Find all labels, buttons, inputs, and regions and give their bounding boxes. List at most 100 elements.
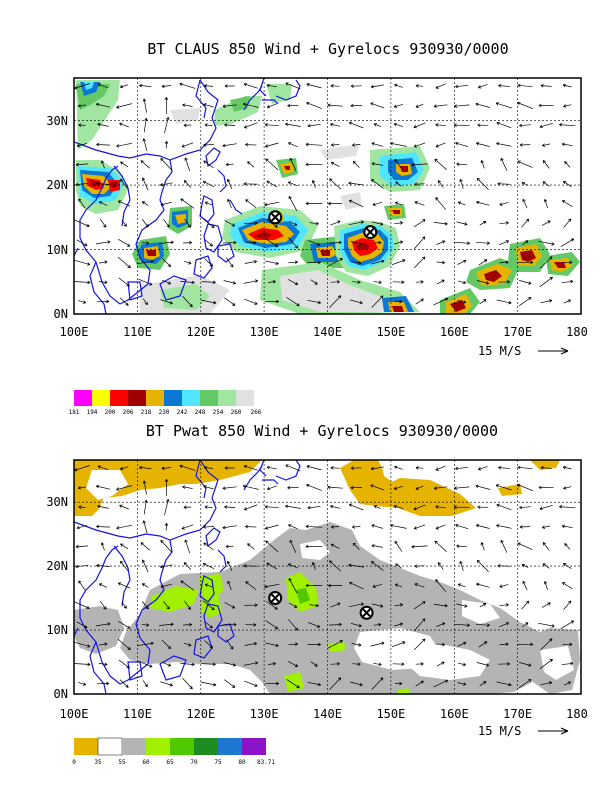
wind-arrow — [142, 138, 148, 152]
coastline — [74, 460, 301, 694]
wind-arrow — [435, 524, 446, 530]
lon-tick-label: 120E — [186, 707, 215, 721]
wind-arrow — [310, 661, 318, 667]
wind-arrow — [350, 84, 362, 88]
map-area — [73, 459, 582, 695]
lon-tick-label: 160E — [440, 707, 469, 721]
wind-arrow — [498, 662, 510, 666]
wind-arrow — [371, 524, 384, 529]
wind-arrow — [330, 662, 340, 666]
wind-arrow — [327, 485, 343, 489]
wind-arrow — [117, 638, 131, 651]
wind-arrow — [541, 143, 551, 147]
wind-arrow — [517, 483, 534, 492]
wind-arrow — [77, 486, 86, 490]
lat-tick-label: 0N — [54, 307, 68, 321]
gyre-marker — [268, 591, 283, 605]
wind-arrow — [73, 280, 91, 285]
gyre-marker — [359, 605, 374, 620]
wind-arrow — [414, 564, 425, 568]
wind-arrow — [75, 182, 89, 187]
wind-arrow — [433, 486, 448, 490]
wind-arrow — [455, 141, 469, 148]
wind-arrow — [287, 181, 298, 187]
wind-arrow — [78, 505, 86, 509]
wind-arrow — [476, 200, 490, 206]
wind-arrow — [434, 158, 447, 171]
wind-arrow — [99, 600, 107, 610]
colorbar-swatch — [110, 390, 128, 406]
wind-arrow — [285, 82, 301, 90]
wind-arrow — [73, 641, 91, 648]
wind-arrow — [164, 141, 169, 149]
wind-arrow — [370, 484, 385, 491]
wind-arrow — [288, 602, 298, 608]
wind-arrow — [539, 504, 553, 511]
wind-arrow — [204, 123, 213, 127]
wind-arrow — [433, 222, 448, 226]
wind-arrow — [265, 260, 279, 266]
wind-arrow — [73, 259, 91, 266]
wind-arrow — [456, 603, 468, 608]
wind-arrow — [224, 123, 236, 127]
wind-arrow — [141, 219, 149, 228]
wind-arrow — [98, 662, 108, 667]
wind-arrow — [100, 160, 105, 169]
wind-arrow — [117, 256, 131, 269]
lat-tick-label: 10N — [46, 623, 68, 637]
wind-arrow — [180, 662, 195, 667]
wind-arrow — [350, 299, 363, 305]
wind-arrow — [328, 201, 343, 206]
wind-arrow — [436, 260, 445, 265]
wind-arrow — [540, 299, 553, 304]
wind-arrow — [120, 178, 129, 190]
wind-arrow — [203, 485, 214, 490]
lon-tick-label: 170E — [503, 325, 532, 339]
wind-arrow — [413, 524, 426, 530]
wind-arrow — [519, 662, 532, 667]
wind-arrow — [310, 279, 318, 285]
colorbar-label: 60 — [142, 759, 150, 766]
wind-arrow — [499, 603, 509, 607]
wind-arrow — [395, 181, 402, 187]
wind-arrow — [142, 98, 147, 113]
wind-arrow — [562, 181, 572, 187]
wind-arrow — [330, 122, 341, 127]
wind-arrow — [519, 525, 531, 529]
wind-arrow — [288, 619, 299, 631]
wind-arrow — [203, 103, 214, 108]
wind-arrow — [543, 581, 548, 591]
wind-arrow — [476, 582, 490, 588]
wind-arrow — [542, 160, 550, 169]
wind-arrow — [160, 201, 172, 207]
wind-arrow — [226, 560, 233, 571]
wind-arrow — [415, 103, 424, 108]
wind-arrow — [352, 662, 361, 666]
wind-arrow — [371, 221, 384, 226]
wind-vectors — [73, 82, 576, 308]
wind-arrow — [352, 525, 361, 529]
wind-arrow — [435, 505, 446, 509]
map-frame — [73, 459, 582, 695]
wind-arrow — [117, 582, 131, 589]
wind-arrow — [390, 523, 407, 529]
wind-arrow — [244, 603, 258, 607]
colorbar-label: 35 — [94, 759, 102, 766]
wind-arrow — [563, 299, 571, 304]
wind-arrow — [75, 544, 89, 549]
wind-arrow — [118, 659, 130, 669]
wind-arrow — [497, 564, 511, 568]
wind-arrow — [476, 280, 490, 285]
wind-vectors — [73, 464, 576, 690]
lat-tick-label: 30N — [46, 114, 68, 128]
wind-arrow — [352, 542, 360, 550]
wind-arrow — [265, 524, 279, 530]
wind-arrow — [266, 83, 277, 88]
wind-arrow — [500, 157, 508, 171]
wind-arrow — [330, 161, 340, 167]
wind-arrow — [160, 681, 173, 687]
wind-arrow — [370, 641, 385, 647]
colorbar-label: 0 — [72, 759, 76, 766]
wind-scale: 15 M/S — [478, 724, 569, 738]
